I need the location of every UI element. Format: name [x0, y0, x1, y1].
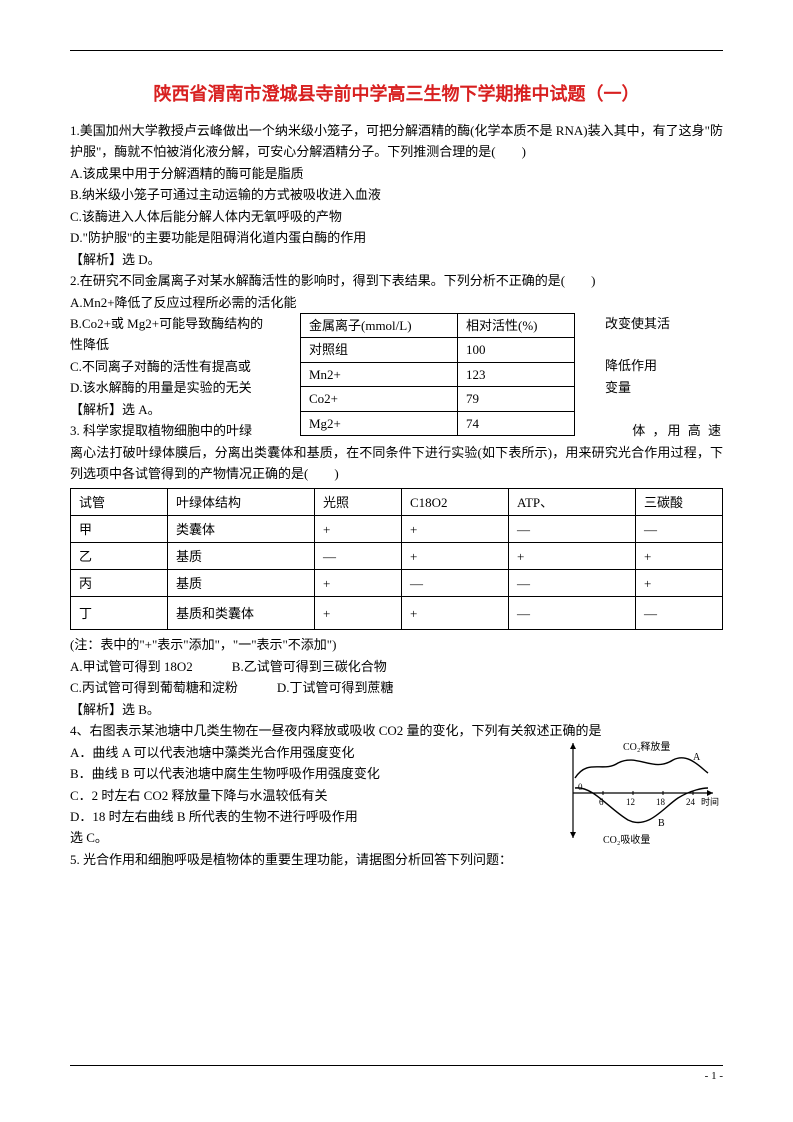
- q2-cell: 123: [458, 362, 575, 387]
- q2-cell: Co2+: [301, 387, 458, 412]
- q1-answer: 【解析】选 D。: [70, 249, 723, 270]
- q3-options-ab: A.甲试管可得到 18O2 B.乙试管可得到三碳化合物: [70, 656, 723, 677]
- q3-cell: +: [315, 516, 402, 543]
- q2-th-activity: 相对活性(%): [458, 313, 575, 338]
- q3-cell: —: [509, 570, 636, 597]
- q2-right-c: 降低作用: [605, 355, 670, 376]
- q3-cell: +: [636, 570, 723, 597]
- q3-cell: +: [315, 570, 402, 597]
- q3-cell: —: [636, 597, 723, 630]
- q3-cell: +: [402, 597, 509, 630]
- x-label: 时间: [701, 796, 719, 807]
- q3-cell: +: [509, 543, 636, 570]
- tick-label: 18: [656, 797, 666, 807]
- q3-cell: —: [509, 516, 636, 543]
- q3-table-header: 试管 叶绿体结构 光照 C18O2 ATP、 三碳酸: [71, 489, 723, 516]
- q3-th: 试管: [71, 489, 168, 516]
- q2-wrap: 金属离子(mmol/L) 相对活性(%) 对照组 100 Mn2+ 123 Co…: [70, 313, 723, 442]
- tick-label: 24: [686, 797, 696, 807]
- spacer: [605, 334, 670, 355]
- page-number: - 1 -: [705, 1070, 723, 1082]
- q1-stem: 1.美国加州大学教授卢云峰做出一个纳米级小笼子，可把分解酒精的酶(化学本质不是 …: [70, 120, 723, 163]
- q3-cell: 乙: [71, 543, 168, 570]
- q2-right-b: 改变使其活: [605, 313, 670, 334]
- table-row: 乙 基质 — + + +: [71, 543, 723, 570]
- q2-cell: 74: [458, 411, 575, 436]
- y-upper-label: CO₂释放量: [623, 740, 670, 753]
- q1-option-d: D."防护服"的主要功能是阻碍消化道内蛋白酶的作用: [70, 227, 723, 248]
- q2-table-header: 金属离子(mmol/L) 相对活性(%): [301, 313, 575, 338]
- bottom-rule: [70, 1065, 723, 1066]
- table-row: 丁 基质和类囊体 + + — —: [71, 597, 723, 630]
- q1-option-c: C.该酶进入人体后能分解人体内无氧呼吸的产物: [70, 206, 723, 227]
- q3-note: (注：表中的"+"表示"添加"，"一"表示"不添加"): [70, 634, 723, 655]
- q3-th: C18O2: [402, 489, 509, 516]
- y-lower-label: CO₂吸收量: [603, 833, 650, 846]
- q2-right-text: 改变使其活 降低作用 变量: [605, 313, 670, 398]
- tick-label: 6: [599, 797, 604, 807]
- q3-cell: —: [315, 543, 402, 570]
- q3-cell: 甲: [71, 516, 168, 543]
- q2-cell: 100: [458, 338, 575, 363]
- table-row: Mn2+ 123: [301, 362, 575, 387]
- q3-table: 试管 叶绿体结构 光照 C18O2 ATP、 三碳酸 甲 类囊体 + + — —…: [70, 488, 723, 630]
- q1-option-b: B.纳米级小笼子可通过主动运输的方式被吸收进入血液: [70, 184, 723, 205]
- q2-cell: Mg2+: [301, 411, 458, 436]
- q3-cell: —: [509, 597, 636, 630]
- q3-th: ATP、: [509, 489, 636, 516]
- y-down-arrow-icon: [570, 832, 576, 838]
- table-row: 甲 类囊体 + + — —: [71, 516, 723, 543]
- q3-cell: 丁: [71, 597, 168, 630]
- page: 陕西省渭南市澄城县寺前中学高三生物下学期推中试题（一） 1.美国加州大学教授卢云…: [0, 0, 793, 1122]
- q3-stem1-right: 体 ，用 高 速: [632, 420, 723, 441]
- q1-option-a: A.该成果中用于分解酒精的酶可能是脂质: [70, 163, 723, 184]
- q3-cell: —: [402, 570, 509, 597]
- document-title: 陕西省渭南市澄城县寺前中学高三生物下学期推中试题（一）: [70, 80, 723, 106]
- label-b: B: [658, 818, 665, 829]
- table-row: Co2+ 79: [301, 387, 575, 412]
- q2-cell: 79: [458, 387, 575, 412]
- q2-th-ion: 金属离子(mmol/L): [301, 313, 458, 338]
- q3-cell: +: [636, 543, 723, 570]
- q2-right-d: 变量: [605, 377, 670, 398]
- q3-cell: +: [315, 597, 402, 630]
- q5-stem: 5. 光合作用和细胞呼吸是植物体的重要生理功能，请据图分析回答下列问题：: [70, 849, 723, 870]
- q3-cell: 基质: [168, 570, 315, 597]
- tick-label: 12: [626, 797, 635, 807]
- tick-0: 0: [578, 782, 583, 792]
- q4-wrap: 4、右图表示某池塘中几类生物在一昼夜内释放或吸收 CO2 量的变化，下列有关叙述…: [70, 720, 723, 849]
- q3-th: 三碳酸: [636, 489, 723, 516]
- q3-th: 光照: [315, 489, 402, 516]
- q3-cell: 类囊体: [168, 516, 315, 543]
- q2-cell: Mn2+: [301, 362, 458, 387]
- curve-a: [575, 758, 708, 778]
- q3-cell: 基质和类囊体: [168, 597, 315, 630]
- q3-stem2: 离心法打破叶绿体膜后，分离出类囊体和基质，在不同条件下进行实验(如下表所示)，用…: [70, 442, 723, 485]
- q3-cell: +: [402, 543, 509, 570]
- q3-cell: +: [402, 516, 509, 543]
- q2-cell: 对照组: [301, 338, 458, 363]
- table-row: Mg2+ 74: [301, 411, 575, 436]
- q3-options-cd: C.丙试管可得到葡萄糖和淀粉 D.丁试管可得到蔗糖: [70, 677, 723, 698]
- q2-left-a: A.Mn2+降低了反应过程所必需的活化能: [70, 292, 723, 313]
- q3-cell: —: [636, 516, 723, 543]
- q3-cell: 基质: [168, 543, 315, 570]
- q3-answer: 【解析】选 B。: [70, 699, 723, 720]
- label-a: A: [693, 752, 701, 763]
- table-row: 对照组 100: [301, 338, 575, 363]
- q3-th: 叶绿体结构: [168, 489, 315, 516]
- q3-cell: 丙: [71, 570, 168, 597]
- y-up-arrow-icon: [570, 743, 576, 749]
- table-row: 丙 基质 + — — +: [71, 570, 723, 597]
- top-rule: [70, 50, 723, 51]
- x-arrow-icon: [707, 790, 713, 796]
- q2-table: 金属离子(mmol/L) 相对活性(%) 对照组 100 Mn2+ 123 Co…: [300, 313, 575, 437]
- q2-stem: 2.在研究不同金属离子对某水解酶活性的影响时，得到下表结果。下列分析不正确的是(…: [70, 270, 723, 291]
- q4-chart: 0 6 12 18 24 时间 CO₂释放量 A B CO₂吸收量: [563, 738, 723, 848]
- q3-stem1: 3. 科学家提取植物细胞中的叶绿: [70, 420, 252, 441]
